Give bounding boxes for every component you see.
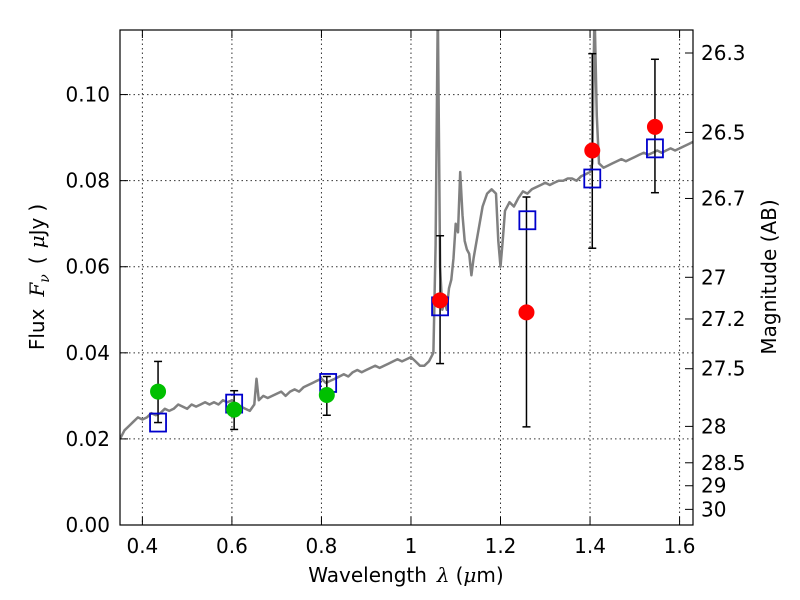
model-photometry-square xyxy=(149,412,167,433)
y-axis-label-mu: μ xyxy=(25,235,49,248)
observed-point-green xyxy=(150,383,167,400)
x-tick-label: 1.4 xyxy=(574,534,606,558)
x-tick-label: 0.6 xyxy=(216,534,248,558)
x-axis-label-word: Wavelength xyxy=(308,563,427,587)
y-tick-label: 0.06 xyxy=(65,255,110,279)
y2-tick-label: 27.5 xyxy=(701,357,746,381)
y-axis-label-nu: ν xyxy=(37,274,53,283)
y2-tick-label: 27 xyxy=(701,265,726,289)
observed-point-red xyxy=(646,118,663,135)
model-photometry-square xyxy=(583,168,602,189)
x-tick-label: 1 xyxy=(405,534,418,558)
y-axis-label-word: Flux xyxy=(25,308,49,350)
x-axis-label-unit: m) xyxy=(476,563,503,587)
plot-background xyxy=(120,30,693,525)
y2-tick-label: 26.5 xyxy=(701,120,746,144)
y-axis-label-close-paren: ) xyxy=(25,204,49,212)
y2-tick-label: 26.3 xyxy=(701,41,746,65)
y2-tick-label: 26.7 xyxy=(701,186,746,210)
observed-point-green xyxy=(318,387,335,404)
data-layer xyxy=(120,30,693,440)
y2-tick-label: 28 xyxy=(701,414,726,438)
x-axis-label: Wavelength λ (μm) xyxy=(308,563,503,587)
x-axis-label-mu: μ xyxy=(463,563,476,587)
model-photometry-square xyxy=(646,138,664,159)
x-tick-label: 1.6 xyxy=(664,534,696,558)
model-photometry-square xyxy=(518,210,537,231)
x-tick-label: 0.4 xyxy=(126,534,158,558)
y2-tick-label: 30 xyxy=(701,497,726,521)
y-tick-label: 0.02 xyxy=(65,427,110,451)
observed-point-red xyxy=(518,304,535,321)
observed-point-red xyxy=(584,142,601,159)
observed-point-red xyxy=(432,292,449,309)
y-axis-label-unit: Jy xyxy=(25,217,49,237)
y-tick-label: 0.04 xyxy=(65,341,110,365)
y-tick-label: 0.08 xyxy=(65,169,110,193)
observed-point-green xyxy=(226,401,243,418)
y-axis-label-open-paren: ( xyxy=(25,256,49,264)
x-tick-label: 1.2 xyxy=(485,534,517,558)
ticks: 0.4 0.6 0.8 1 1.2 1.4 1.6 0.00 0.02 0.04 0.06 0.08 0… xyxy=(65,30,746,558)
y2-tick-label: 27.2 xyxy=(701,307,746,331)
x-axis-label-open-paren: ( xyxy=(456,563,464,587)
y2-axis-label: Magnitude (AB) xyxy=(757,199,781,354)
y-tick-label: 0.00 xyxy=(65,513,110,537)
y-axis-label: Flux Fν ( μJy) xyxy=(25,204,53,350)
x-axis-label-lambda: λ xyxy=(436,563,450,587)
y2-tick-label: 28.5 xyxy=(701,451,746,475)
x-tick-label: 0.8 xyxy=(306,534,338,558)
y-axis-label-f: F xyxy=(25,282,49,298)
y-tick-label: 0.10 xyxy=(65,83,110,107)
y2-tick-label: 29 xyxy=(701,474,726,498)
